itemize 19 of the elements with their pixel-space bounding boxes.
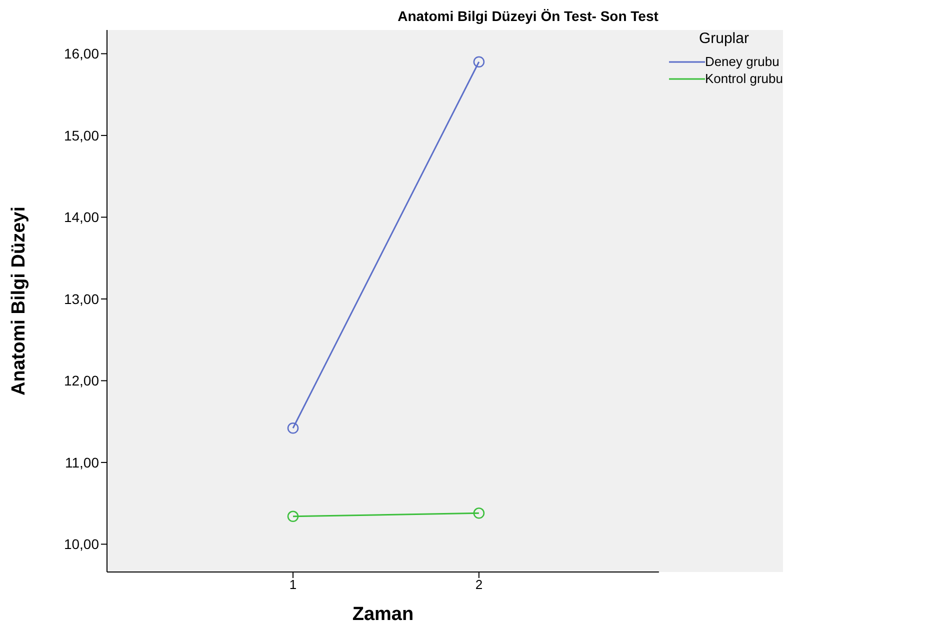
point bbox=[473, 507, 485, 519]
y-axis-title: Anatomi Bilgi Düzeyi bbox=[8, 206, 30, 396]
point bbox=[287, 510, 299, 522]
y-tick-label: 11,00 bbox=[65, 454, 100, 470]
legend-label: Deney grubu bbox=[704, 54, 780, 69]
y-tick-label: 15,00 bbox=[64, 127, 100, 144]
x-tick-label: 2 bbox=[475, 577, 483, 592]
chart-title: Anatomi Bilgi Düzeyi Ön Test- Son Test bbox=[396, 8, 660, 24]
y-tick-label: 16,00 bbox=[64, 46, 100, 62]
y-tick-label: 10,00 bbox=[64, 536, 100, 552]
x-axis-title: Zaman bbox=[352, 604, 414, 625]
point bbox=[473, 56, 485, 68]
legend-label: Kontrol grubu bbox=[704, 71, 783, 86]
y-tick-label: 14,00 bbox=[64, 209, 100, 226]
x-tick-label: 1 bbox=[289, 577, 297, 592]
point bbox=[287, 422, 299, 434]
y-tick-label: 13,00 bbox=[64, 290, 100, 307]
y-tick-label: 12,00 bbox=[64, 372, 100, 389]
legend-title: Gruplar bbox=[698, 30, 750, 47]
